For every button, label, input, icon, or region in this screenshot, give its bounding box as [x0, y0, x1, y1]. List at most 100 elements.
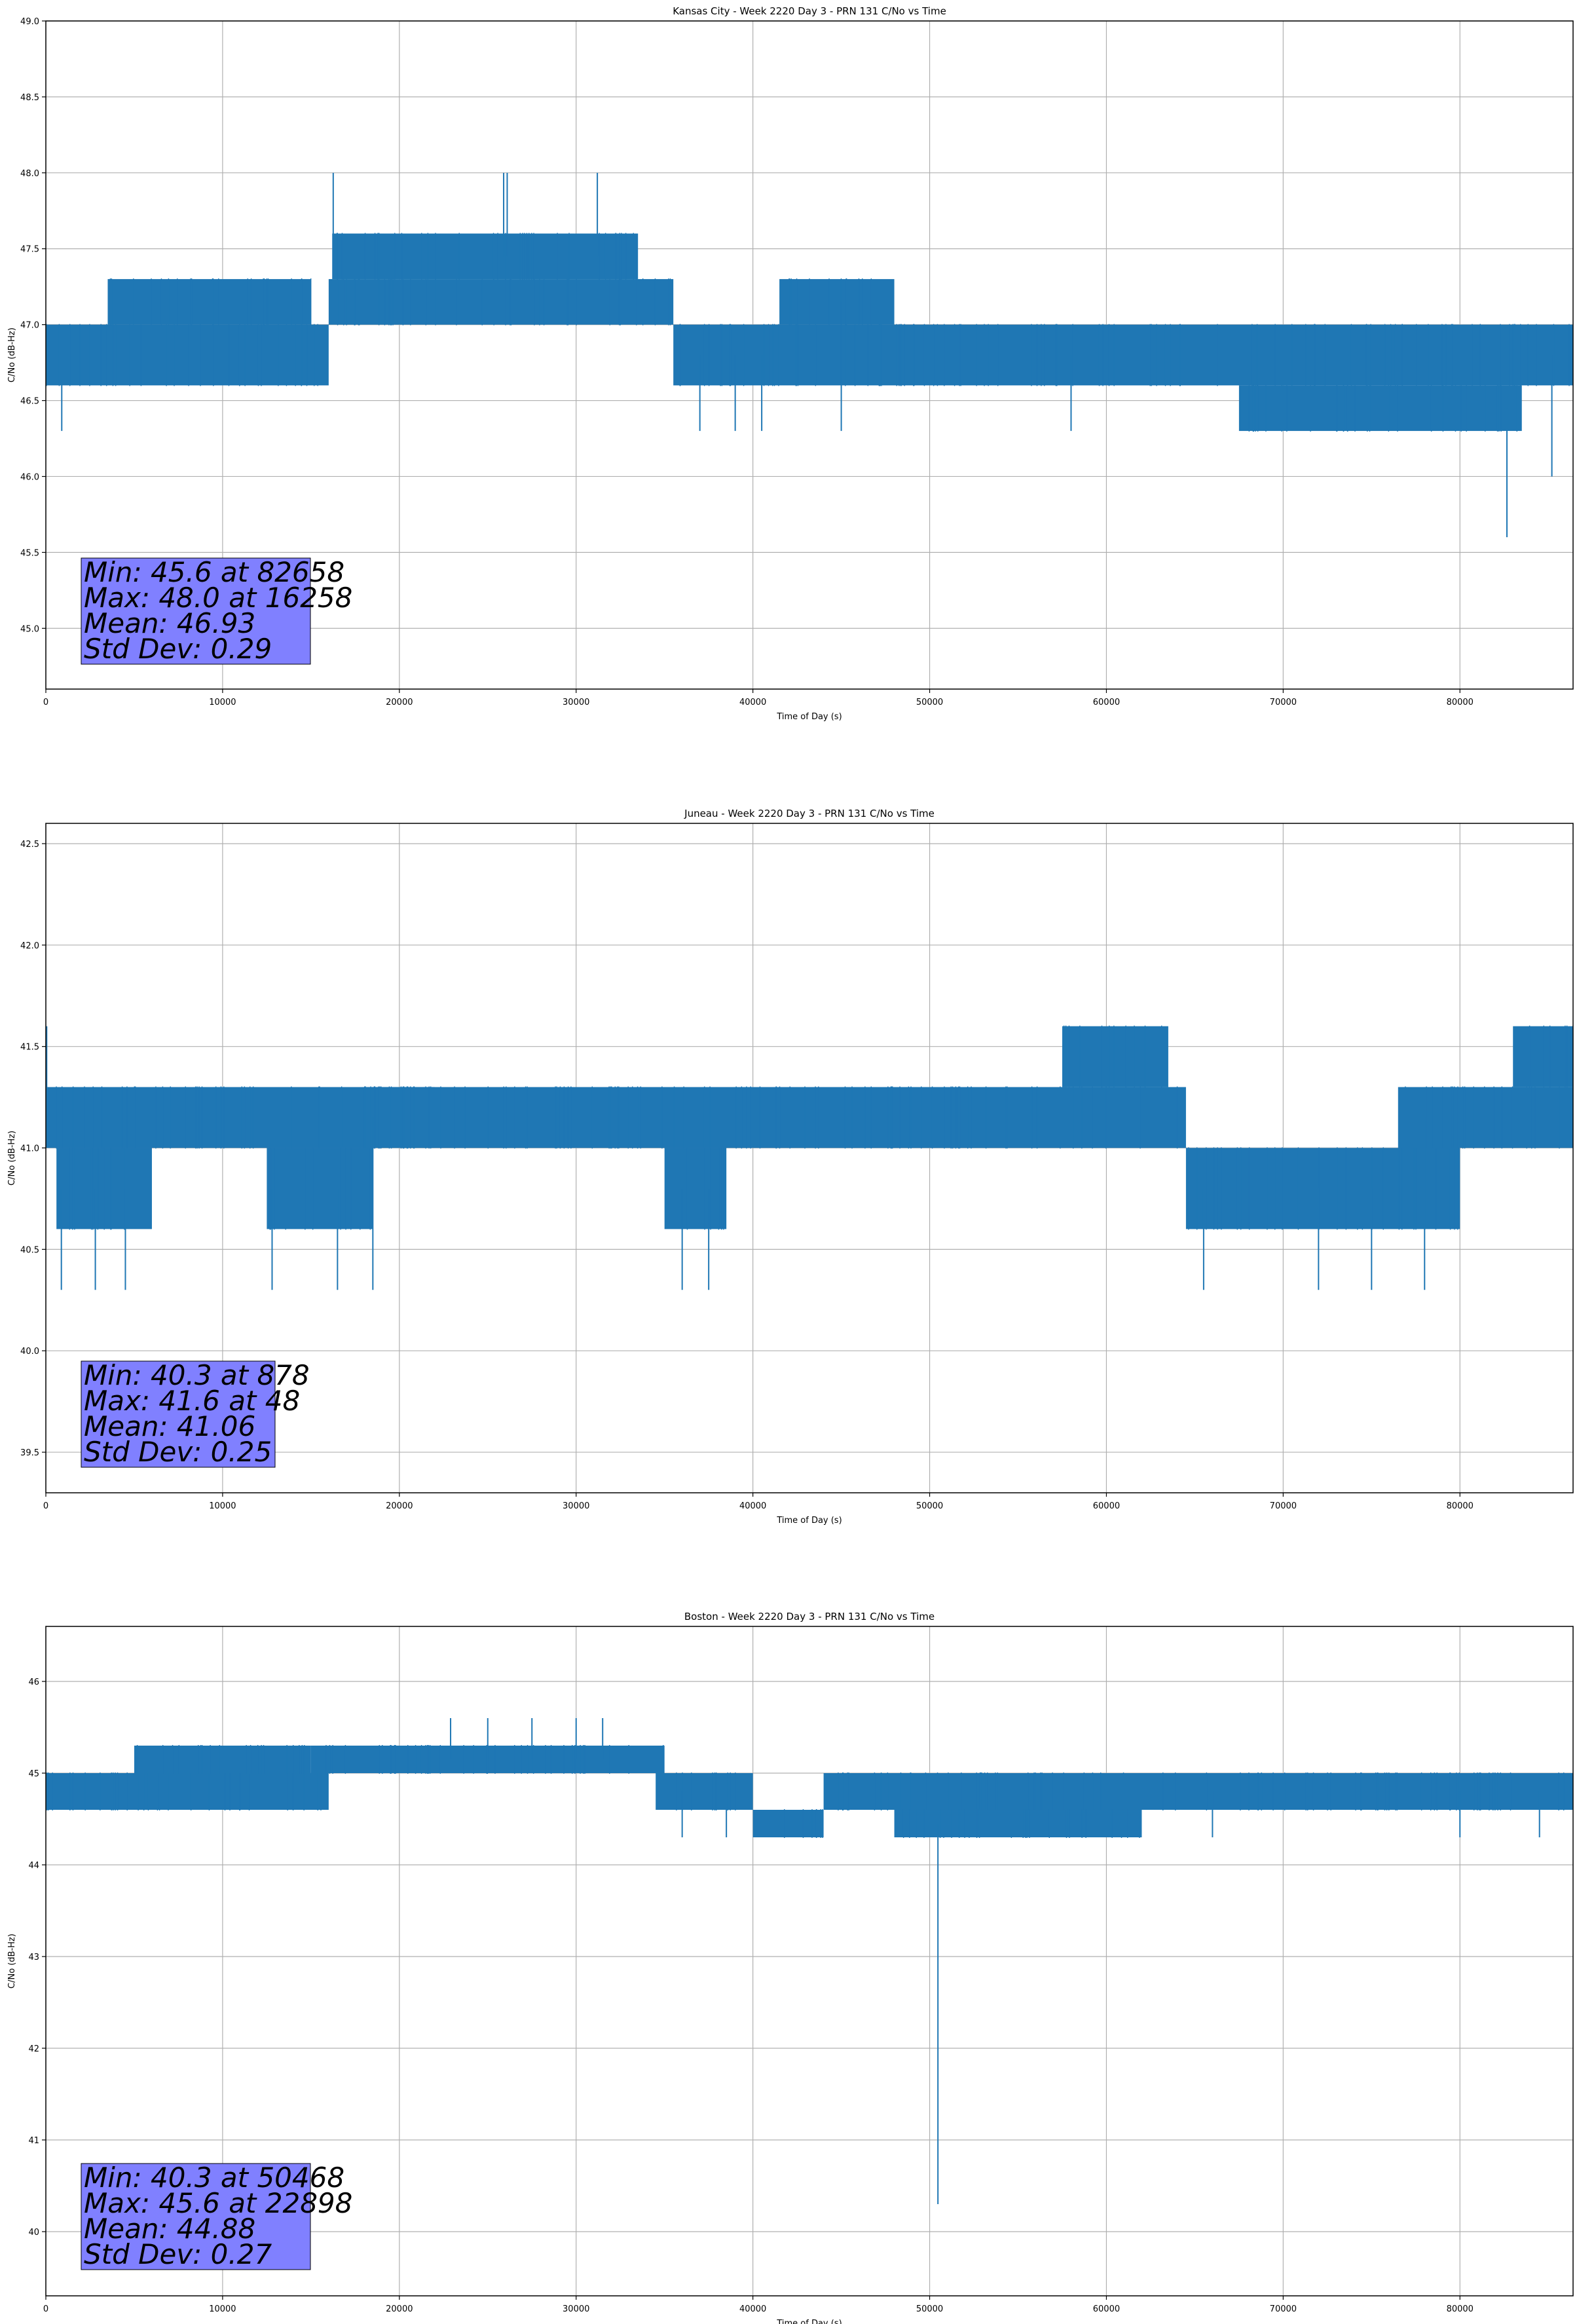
stats-line: Std Dev: 0.25	[84, 1436, 272, 1468]
y-tick-label: 47.5	[20, 245, 39, 255]
data-band	[673, 324, 1573, 386]
y-tick-label: 41.0	[20, 1144, 39, 1154]
y-tick-label: 40.0	[20, 1347, 39, 1357]
x-axis-label: Time of Day (s)	[776, 2319, 842, 2324]
chart-title: Boston - Week 2220 Day 3 - PRN 131 C/No …	[684, 1611, 935, 1622]
x-tick-label: 10000	[209, 2304, 236, 2314]
data-band	[363, 1087, 1186, 1148]
data-band	[46, 1773, 329, 1810]
y-tick-label: 42.5	[20, 840, 39, 850]
x-tick-label: 0	[43, 698, 48, 707]
stats-line: Max: 41.6 at 48	[84, 1385, 300, 1417]
data-band	[1062, 1026, 1168, 1087]
x-tick-label: 30000	[563, 1501, 589, 1511]
x-tick-label: 80000	[1447, 698, 1474, 707]
data-band	[656, 1773, 753, 1810]
data-band	[328, 279, 674, 325]
plot-2: 0 10000 20000 30000 40000 50000 60000 70000 8000…	[7, 1611, 1574, 2324]
data-band	[1513, 1026, 1573, 1087]
stats-line: Std Dev: 0.27	[84, 2238, 272, 2270]
x-tick-label: 10000	[209, 1501, 236, 1511]
y-tick-label: 42.0	[20, 941, 39, 951]
y-tick-label: 45.0	[20, 624, 39, 634]
x-tick-label: 80000	[1447, 2304, 1474, 2314]
x-tick-label: 70000	[1270, 698, 1297, 707]
x-tick-label: 40000	[739, 698, 766, 707]
x-tick-label: 0	[43, 2304, 48, 2314]
stats-box	[81, 2163, 311, 2270]
data-band	[46, 324, 329, 386]
x-tick-label: 60000	[1093, 1501, 1120, 1511]
series-line	[46, 172, 1573, 538]
data-band	[752, 1810, 824, 1837]
y-tick-label: 48.5	[20, 93, 39, 103]
x-tick-label: 0	[43, 1501, 48, 1511]
stats-line: Min: 40.3 at 878	[84, 1359, 310, 1391]
series-line	[46, 1025, 1573, 1290]
x-tick-label: 40000	[739, 1501, 766, 1511]
x-tick-label: 70000	[1270, 2304, 1297, 2314]
y-tick-label: 40	[28, 2228, 39, 2238]
y-axis-label: C/No (dB-Hz)	[7, 328, 17, 383]
data-band	[779, 279, 895, 325]
x-tick-label: 60000	[1093, 698, 1120, 707]
y-axis-label: C/No (dB-Hz)	[7, 1934, 17, 1989]
stats-line: Mean: 46.93	[84, 607, 255, 639]
x-tick-label: 50000	[916, 698, 943, 707]
x-tick-label: 20000	[386, 2304, 413, 2314]
x-tick-label: 10000	[209, 698, 236, 707]
x-axis-label: Time of Day (s)	[776, 1516, 842, 1526]
x-tick-label: 20000	[386, 698, 413, 707]
y-tick-label: 46.0	[20, 472, 39, 482]
data-band	[894, 1810, 1142, 1837]
data-band	[1398, 1087, 1573, 1148]
stats-box	[81, 1360, 276, 1468]
y-tick-label: 41.5	[20, 1043, 39, 1053]
y-tick-label: 47.0	[20, 321, 39, 331]
data-band	[664, 1148, 727, 1229]
stats-box	[81, 557, 311, 665]
stats-line: Min: 40.3 at 50468	[84, 2162, 344, 2194]
y-axis-label: C/No (dB-Hz)	[7, 1131, 17, 1186]
x-tick-label: 80000	[1447, 1501, 1474, 1511]
data-band	[823, 1773, 1573, 1810]
x-tick-label: 50000	[916, 2304, 943, 2314]
x-tick-label: 60000	[1093, 2304, 1120, 2314]
data-band	[107, 279, 311, 325]
x-tick-label: 30000	[563, 698, 589, 707]
stats-line: Mean: 44.88	[84, 2213, 255, 2245]
axes-frame	[45, 1626, 1574, 2296]
series-line	[46, 1718, 1573, 2204]
plot-1: 0 10000 20000 30000 40000 50000 60000 70000 8000…	[7, 808, 1574, 1526]
data-band	[1185, 1148, 1460, 1229]
stats-line: Min: 45.6 at 82658	[84, 556, 344, 588]
y-tick-label: 46.5	[20, 397, 39, 407]
data-band	[332, 233, 639, 280]
chart-title: Juneau - Week 2220 Day 3 - PRN 131 C/No …	[684, 808, 935, 819]
x-tick-label: 30000	[563, 2304, 589, 2314]
x-tick-label: 40000	[739, 2304, 766, 2314]
y-tick-label: 40.5	[20, 1245, 39, 1255]
x-tick-label: 70000	[1270, 1501, 1297, 1511]
chart-title: Kansas City - Week 2220 Day 3 - PRN 131 …	[673, 5, 946, 17]
stats-line: Max: 48.0 at 16258	[84, 582, 352, 614]
y-tick-label: 48.0	[20, 169, 39, 179]
axes-frame	[45, 823, 1574, 1493]
y-tick-label: 44	[28, 1861, 39, 1871]
y-tick-label: 49.0	[20, 17, 39, 27]
y-tick-label: 39.5	[20, 1448, 39, 1458]
data-band	[134, 1746, 311, 1773]
stats-line: Max: 45.6 at 22898	[84, 2187, 352, 2219]
y-tick-label: 46	[28, 1677, 39, 1687]
x-tick-label: 50000	[916, 1501, 943, 1511]
y-tick-label: 42	[28, 2044, 39, 2054]
plot-0: 0 10000 20000 30000 40000 50000 60000 70000 8000…	[7, 5, 1574, 722]
stats-line: Mean: 41.06	[84, 1410, 255, 1442]
data-band	[267, 1148, 373, 1229]
x-tick-label: 20000	[386, 1501, 413, 1511]
y-tick-label: 45	[28, 1769, 39, 1779]
y-tick-label: 43	[28, 1953, 39, 1962]
y-tick-label: 45.5	[20, 548, 39, 558]
y-tick-label: 41	[28, 2136, 39, 2146]
